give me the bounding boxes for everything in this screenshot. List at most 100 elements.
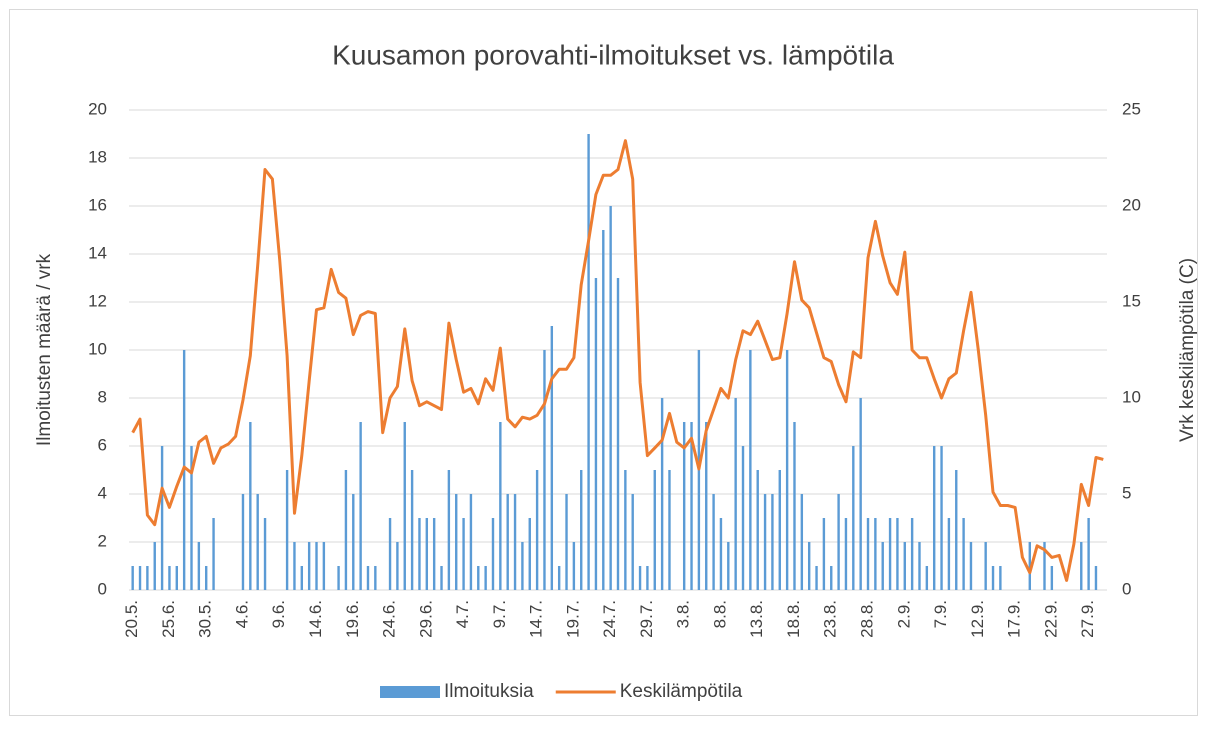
y2-tick-label: 10	[1122, 387, 1141, 406]
bar	[874, 518, 877, 590]
bar	[307, 542, 311, 590]
bar	[844, 518, 848, 590]
bar	[425, 518, 429, 590]
x-tick-label: 13.8.	[747, 600, 766, 638]
y-tick-label: 10	[88, 339, 107, 358]
bar	[984, 542, 987, 590]
bar	[999, 566, 1002, 590]
bar	[521, 542, 524, 590]
bar	[1094, 566, 1098, 590]
bar	[1087, 518, 1090, 590]
bar	[955, 470, 958, 590]
y-tick-label: 6	[98, 435, 107, 454]
x-tick-label: 12.9.	[968, 600, 987, 638]
x-tick-label: 18.8.	[784, 600, 803, 638]
y2-tick-label: 25	[1122, 99, 1141, 118]
bar	[550, 326, 554, 590]
bar	[352, 494, 355, 590]
bar	[616, 278, 620, 590]
x-tick-label: 28.8.	[857, 600, 876, 638]
bar	[249, 422, 252, 590]
legend-label: Ilmoituksia	[444, 681, 534, 702]
bar	[491, 518, 495, 590]
line	[131, 139, 1104, 582]
bar	[682, 422, 686, 590]
bar	[506, 494, 509, 590]
y-tick-label: 18	[88, 147, 107, 166]
bar	[1050, 566, 1054, 590]
bar	[903, 542, 906, 590]
bar	[1043, 542, 1046, 590]
bar	[241, 494, 245, 590]
bar	[190, 446, 193, 590]
x-tick-label: 24.7.	[600, 600, 619, 638]
x-tick-label: 27.9.	[1078, 600, 1097, 638]
bar	[469, 494, 473, 590]
x-tick-label: 3.8.	[674, 600, 693, 628]
bar	[705, 422, 708, 590]
bar	[719, 518, 723, 590]
bar	[793, 422, 796, 590]
bar	[543, 350, 546, 590]
y2-tick-label: 15	[1122, 291, 1141, 310]
y-tick-label: 0	[98, 579, 107, 598]
bar	[587, 134, 590, 590]
bar	[359, 422, 362, 590]
bar	[344, 470, 348, 590]
bar	[300, 566, 304, 590]
bar	[263, 518, 267, 590]
bar	[727, 542, 730, 590]
bar	[557, 566, 561, 590]
bar	[852, 446, 855, 590]
y2-tick-label: 20	[1122, 195, 1141, 214]
bar	[175, 566, 178, 590]
x-tick-label: 7.9.	[931, 600, 950, 628]
bar	[624, 470, 627, 590]
bar	[910, 518, 914, 590]
bar	[432, 518, 436, 590]
bar	[638, 566, 642, 590]
bar	[131, 566, 134, 590]
bar	[925, 566, 929, 590]
bar	[947, 518, 951, 590]
bar	[418, 518, 421, 590]
bar	[580, 470, 583, 590]
bar	[168, 566, 171, 590]
bar	[396, 542, 399, 590]
bar	[918, 542, 921, 590]
bar	[484, 566, 487, 590]
x-tick-label: 23.8.	[821, 600, 840, 638]
bar	[205, 566, 208, 590]
bar	[293, 542, 296, 590]
bar	[256, 494, 259, 590]
bar	[991, 566, 995, 590]
bar	[499, 422, 502, 590]
y-tick-label: 16	[88, 195, 107, 214]
bar	[807, 542, 811, 590]
bar	[763, 494, 767, 590]
bar	[749, 350, 752, 590]
bar	[285, 470, 289, 590]
bar	[815, 566, 818, 590]
bar	[337, 566, 340, 590]
bar	[565, 494, 568, 590]
bar	[146, 566, 149, 590]
x-tick-label: 2.9.	[894, 600, 913, 628]
bar	[859, 398, 862, 590]
bar	[962, 518, 965, 590]
bar	[940, 446, 943, 590]
bar	[785, 350, 789, 590]
y-tick-label: 14	[88, 243, 107, 262]
bar	[153, 542, 156, 590]
y2-axis-title: Vrk keskilämpötila (C)	[1177, 258, 1198, 442]
x-tick-label: 4.6.	[232, 600, 251, 628]
bar	[602, 230, 605, 590]
x-tick-label: 29.7.	[637, 600, 656, 638]
bar	[660, 398, 664, 590]
bar	[932, 446, 936, 590]
bar	[315, 542, 318, 590]
x-tick-label: 9.7.	[490, 600, 509, 628]
bar	[888, 518, 892, 590]
y-tick-label: 4	[98, 483, 107, 502]
